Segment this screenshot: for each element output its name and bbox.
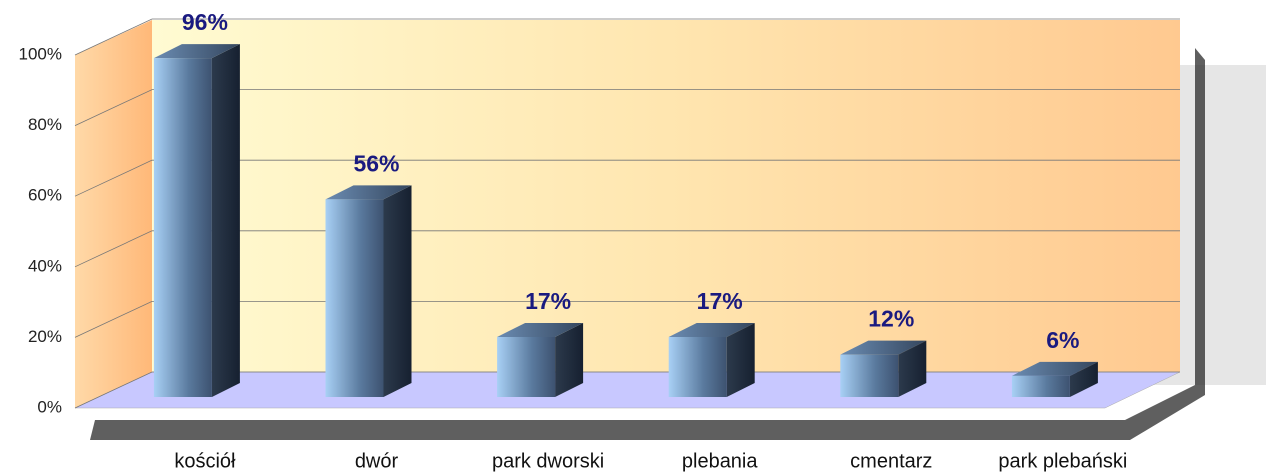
value-label: 17%: [697, 288, 743, 314]
bar-side: [555, 322, 584, 397]
bar-top: [840, 340, 927, 355]
x-tick-label: park plebański: [998, 450, 1127, 472]
grid-line: [74, 159, 1180, 197]
y-tick-label: 0%: [37, 397, 62, 416]
value-label: 56%: [353, 150, 399, 176]
bar-front: [840, 354, 899, 397]
bar: [153, 44, 240, 398]
bar-side: [383, 185, 412, 397]
value-label: 96%: [182, 9, 228, 35]
value-label: 17%: [525, 288, 571, 314]
bar: [497, 322, 584, 397]
grid-line: [74, 300, 1180, 338]
bar-side: [898, 340, 927, 397]
grid-line: [74, 18, 1180, 56]
bar-top: [1011, 361, 1098, 376]
x-tick-label: kościół: [174, 450, 236, 472]
bar-side: [211, 44, 240, 398]
back-wall: [152, 20, 1180, 372]
bar-front: [668, 336, 727, 397]
y-tick-label: 40%: [28, 256, 62, 275]
bar-front: [497, 336, 556, 397]
value-label: 12%: [868, 306, 914, 332]
x-tick-label: dwór: [355, 450, 399, 472]
bar: [1011, 361, 1098, 397]
bar-top: [668, 322, 755, 337]
grid-line: [74, 371, 1180, 409]
bar: [668, 322, 755, 397]
x-tick-label: cmentarz: [850, 450, 932, 472]
x-tick-label: park dworski: [492, 450, 604, 472]
value-label: 6%: [1046, 327, 1079, 353]
bar-top: [325, 185, 412, 200]
grid: [74, 18, 1180, 409]
bar-top: [497, 322, 584, 337]
y-tick-label: 100%: [19, 44, 62, 63]
side-wall: [75, 20, 152, 408]
bar-front: [1011, 375, 1070, 397]
y-tick-label: 80%: [28, 115, 62, 134]
y-tick-label: 60%: [28, 186, 62, 205]
bar: [840, 340, 927, 397]
x-tick-label: plebania: [682, 450, 759, 472]
bar-side: [1069, 361, 1098, 397]
y-tick-label: 20%: [28, 327, 62, 346]
bar-top: [153, 44, 240, 59]
bar-side: [726, 322, 755, 397]
bar-front: [325, 199, 384, 397]
grid-line: [74, 89, 1180, 126]
bar: [325, 185, 412, 397]
grid-line: [74, 230, 1180, 268]
bars: [153, 44, 1098, 398]
bar-front: [153, 58, 212, 398]
